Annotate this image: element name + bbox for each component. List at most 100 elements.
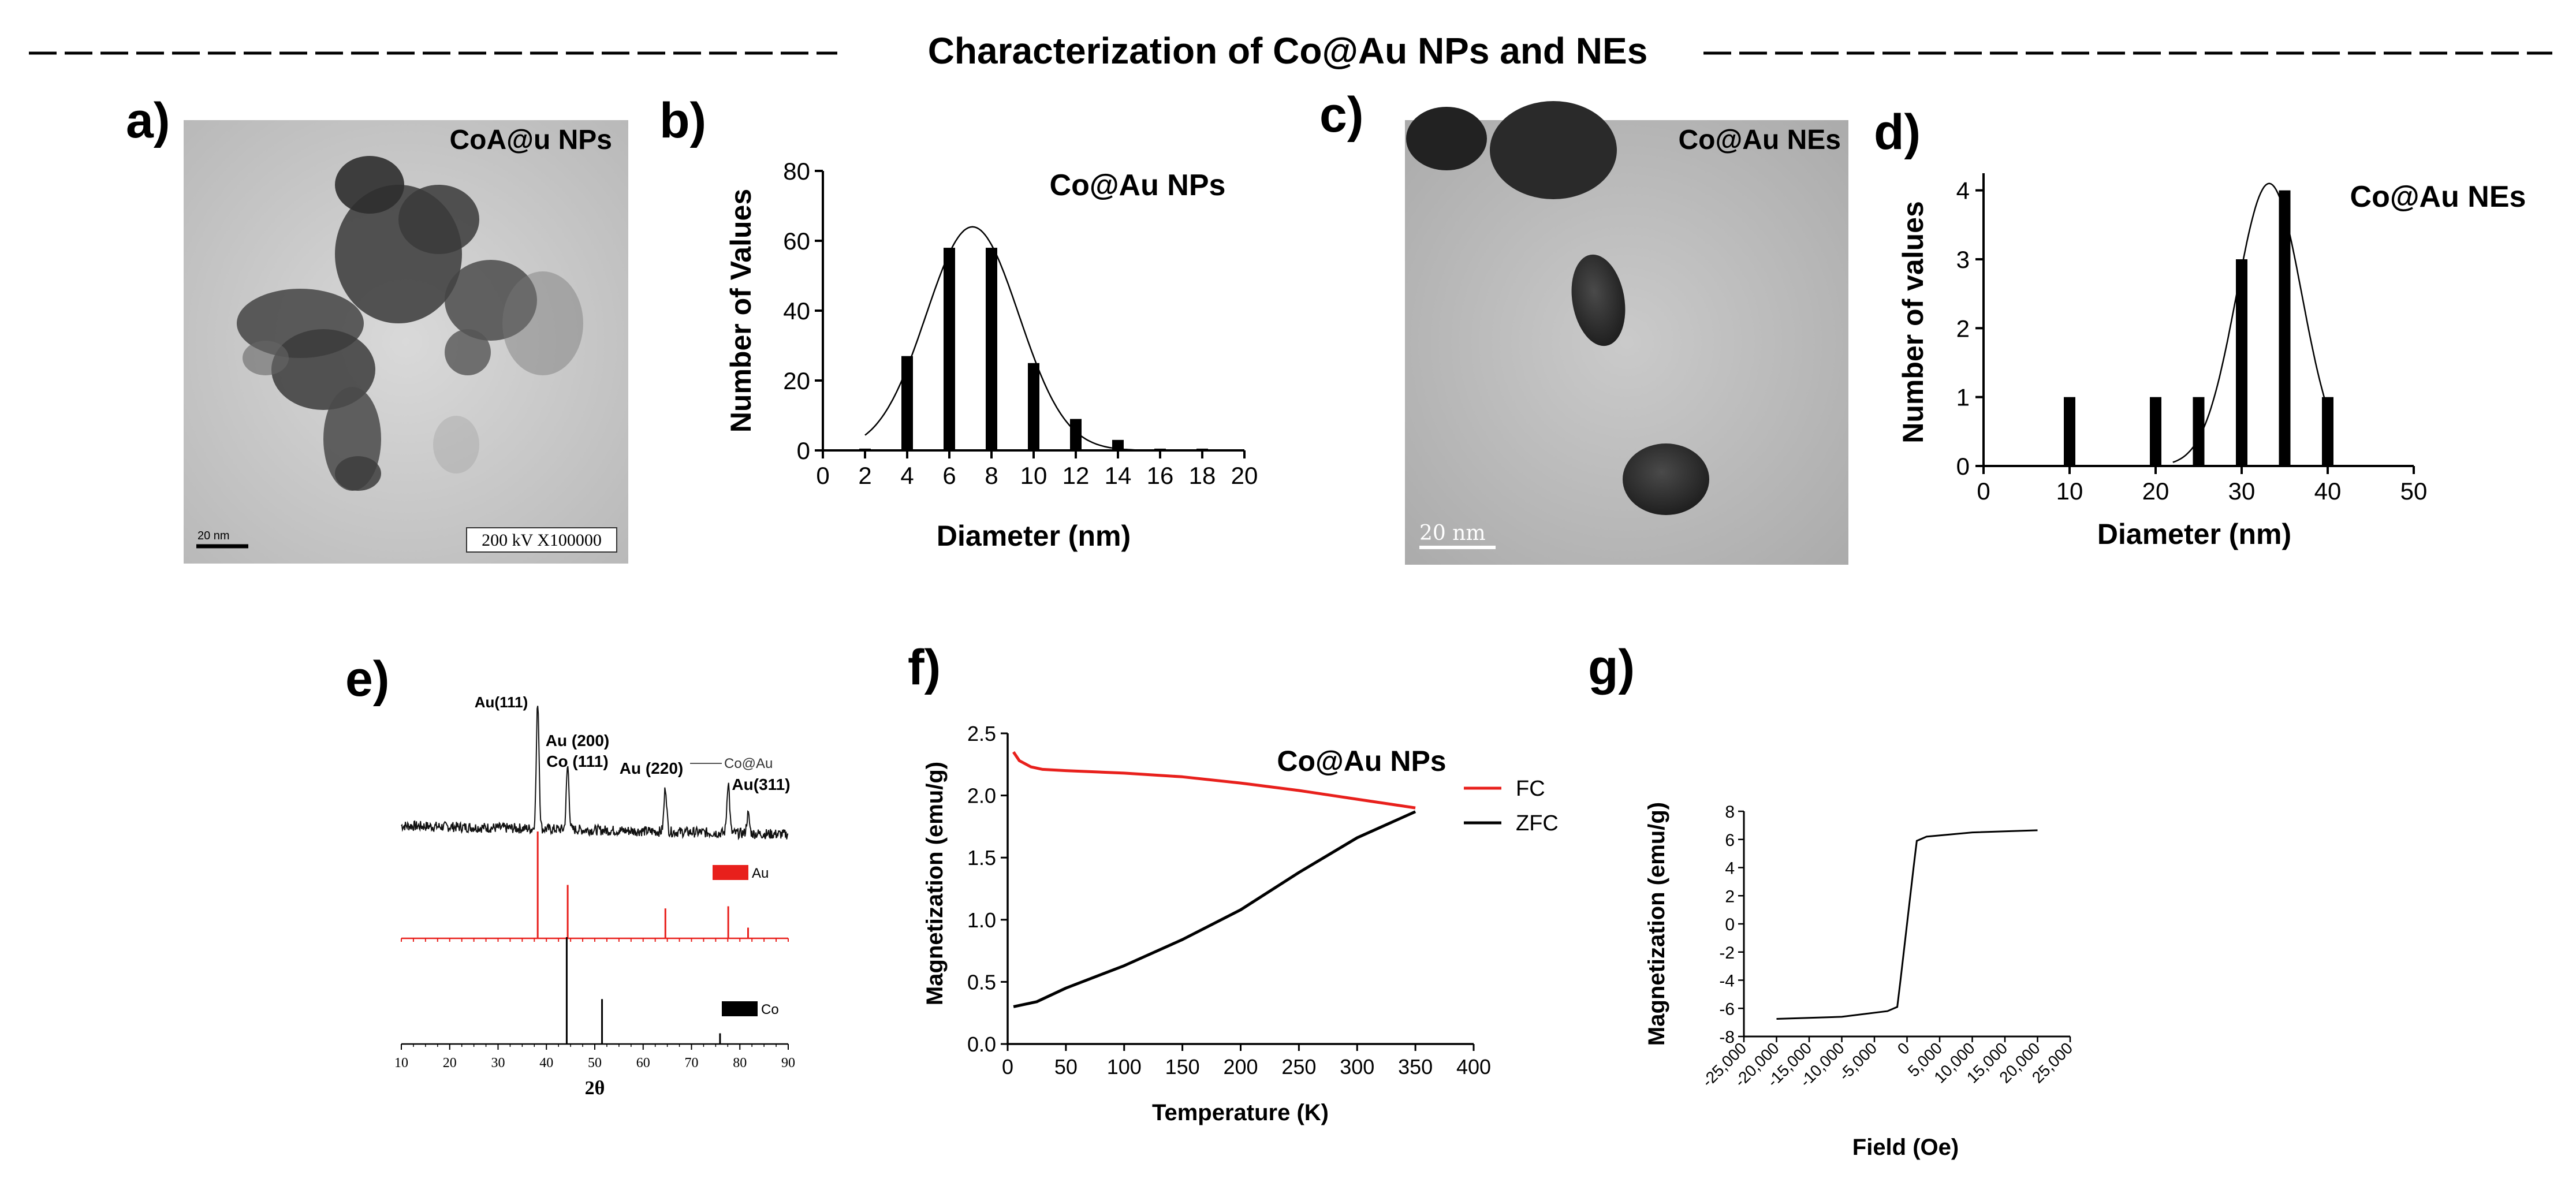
x-tick-label-b: 8 — [985, 462, 998, 489]
au-legend-swatch — [713, 865, 748, 880]
panel-b: b) 0 20 40 60 80 0 2 4 6 8 10 12 14 16 18 20 Co@Au NPs Di… — [659, 93, 1258, 552]
xrd-x-tick-label: 20 — [443, 1056, 457, 1071]
gaussian-fit-b — [864, 226, 1202, 452]
x-tick-label-b: 0 — [816, 462, 829, 489]
histogram-bar-b — [944, 248, 955, 450]
chart-title-f: Co@Au NPs — [1277, 745, 1446, 777]
peak-label-au311: Au(311) — [732, 775, 790, 793]
x-tick-label-f: 400 — [1456, 1055, 1491, 1079]
panel-c: c) Co@Au NEs 20 nm — [1319, 87, 1848, 565]
x-axis-label-d: Diameter (nm) — [2097, 518, 2291, 550]
gaussian-fit-d — [2172, 182, 2327, 463]
y-tick-label-d: 0 — [1956, 453, 1970, 480]
nanoparticles-c — [1406, 101, 1709, 515]
histogram-bar-b — [901, 356, 913, 450]
y-tick-label-g: -6 — [1719, 1000, 1735, 1019]
microscope-info-text-a: 200 kV X100000 — [482, 531, 602, 550]
y-tick-label-d: 4 — [1956, 177, 1970, 204]
chart-title-d: Co@Au NEs — [2350, 180, 2526, 214]
histogram-bar-b — [1154, 448, 1166, 450]
fc-zfc-chart-f: 0.0 0.5 1.0 1.5 2.0 2.5 0 50 100 150 200 250 300 350 4… — [922, 722, 1559, 1125]
y-axis-label-g: Magnetization (emu/g) — [1644, 802, 1669, 1046]
legend-label-zfc: ZFC — [1516, 811, 1559, 836]
xrd-x-tick-label: 50 — [588, 1056, 602, 1071]
x-tick-label-f: 150 — [1165, 1055, 1200, 1079]
y-tick-label-g: 8 — [1725, 803, 1735, 822]
y-tick-label-g: -8 — [1719, 1028, 1735, 1047]
y-tick-label-f: 0.5 — [967, 970, 996, 994]
x-axis-label-f: Temperature (K) — [1152, 1100, 1329, 1125]
histogram-bar-d — [2193, 397, 2205, 466]
x-tick-label-d: 40 — [2314, 478, 2342, 505]
histogram-b: 0 20 40 60 80 0 2 4 6 8 10 12 14 16 18 20 Co@Au NPs Diame… — [725, 158, 1258, 552]
mh-chart-g: -8-6-4-202468-25,000-20,000-15,000-10,00… — [1644, 802, 2076, 1160]
x-tick-label-f: 200 — [1223, 1055, 1258, 1079]
scale-text-c: 20 nm — [1419, 521, 1486, 545]
panel-letter-f: f) — [908, 640, 941, 695]
panel-f: f) 0.0 0.5 1.0 1.5 2.0 2.5 0 50 100 150 200 250 300 3… — [908, 640, 1559, 1125]
xrd-legend-label: Co@Au — [724, 756, 773, 771]
y-tick-label-g: 0 — [1725, 915, 1735, 934]
legend-label-fc: FC — [1516, 777, 1545, 801]
xrd-x-tick-label: 60 — [636, 1056, 650, 1071]
y-tick-label-g: -2 — [1719, 944, 1735, 963]
xrd-x-tick-label: 90 — [781, 1056, 795, 1071]
chart-title-b: Co@Au NPs — [1050, 169, 1226, 202]
xrd-chart-e: Co@Au Au(111) Au (200) Co (111) Au (220) Au(3… — [394, 693, 795, 1099]
panel-letter-e: e) — [345, 651, 389, 707]
histogram-bar-d — [2279, 190, 2291, 466]
y-tick-label-f: 1.0 — [967, 908, 996, 932]
histogram-bar-b — [1070, 419, 1082, 450]
y-axis-label-b: Number of Values — [725, 189, 757, 432]
y-tick-label-g: 4 — [1725, 859, 1735, 878]
y-axis-label-d: Number of values — [1897, 201, 1929, 443]
panel-letter-a: a) — [126, 93, 170, 148]
x-tick-label-b: 14 — [1105, 462, 1132, 489]
xrd-x-tick-label: 10 — [394, 1056, 408, 1071]
x-tick-label-f: 50 — [1054, 1055, 1078, 1079]
histogram-bar-b — [1028, 363, 1039, 450]
peak-label-au220: Au (220) — [620, 759, 683, 777]
y-tick-label-d: 1 — [1956, 384, 1970, 411]
y-tick-label-d: 3 — [1956, 246, 1970, 273]
y-tick-label-g: 2 — [1725, 887, 1735, 906]
y-tick-label-g: 6 — [1725, 831, 1735, 850]
histogram-bar-d — [2150, 397, 2161, 466]
x-tick-label-b: 18 — [1189, 462, 1216, 489]
x-tick-label-f: 350 — [1398, 1055, 1433, 1079]
x-tick-label-f: 100 — [1107, 1055, 1142, 1079]
nanoparticle-cluster-a — [237, 156, 583, 491]
y-tick-label-b: 80 — [783, 158, 810, 185]
tem-image-c — [1405, 120, 1848, 565]
panel-letter-b: b) — [659, 93, 706, 148]
x-tick-label-b: 16 — [1147, 462, 1174, 489]
x-tick-label-g: -5,000 — [1835, 1039, 1880, 1084]
x-tick-label-b: 2 — [858, 462, 871, 489]
x-tick-label-b: 10 — [1020, 462, 1047, 489]
y-tick-label-b: 0 — [797, 437, 810, 464]
x-tick-label-d: 0 — [1977, 478, 1990, 505]
y-tick-label-g: -4 — [1719, 972, 1735, 991]
x-axis-label-g: Field (Oe) — [1852, 1135, 1959, 1160]
histogram-bar-b — [1196, 448, 1208, 450]
x-tick-label-d: 30 — [2228, 478, 2256, 505]
panel-g: g) -8-6-4-202468-25,000-20,000-15,000-10… — [1588, 640, 2076, 1160]
x-tick-label-d: 10 — [2056, 478, 2083, 505]
histogram-bar-b — [986, 248, 997, 450]
hysteresis-curve — [1776, 829, 2038, 1020]
x-tick-label-b: 4 — [900, 462, 914, 489]
series-line-fc — [1012, 751, 1416, 810]
y-tick-label-f: 2.5 — [967, 722, 996, 745]
histogram-bar-b — [859, 448, 871, 450]
x-axis-label-b: Diameter (nm) — [937, 520, 1131, 552]
xrd-x-tick-label: 30 — [491, 1056, 505, 1071]
panel-letter-c: c) — [1319, 87, 1363, 143]
co-legend-swatch — [722, 1001, 758, 1016]
peak-label-au111: Au(111) — [475, 693, 528, 711]
histogram-bar-d — [2322, 397, 2333, 466]
y-tick-label-b: 40 — [783, 297, 810, 325]
xrd-x-tick-label: 80 — [733, 1056, 747, 1071]
